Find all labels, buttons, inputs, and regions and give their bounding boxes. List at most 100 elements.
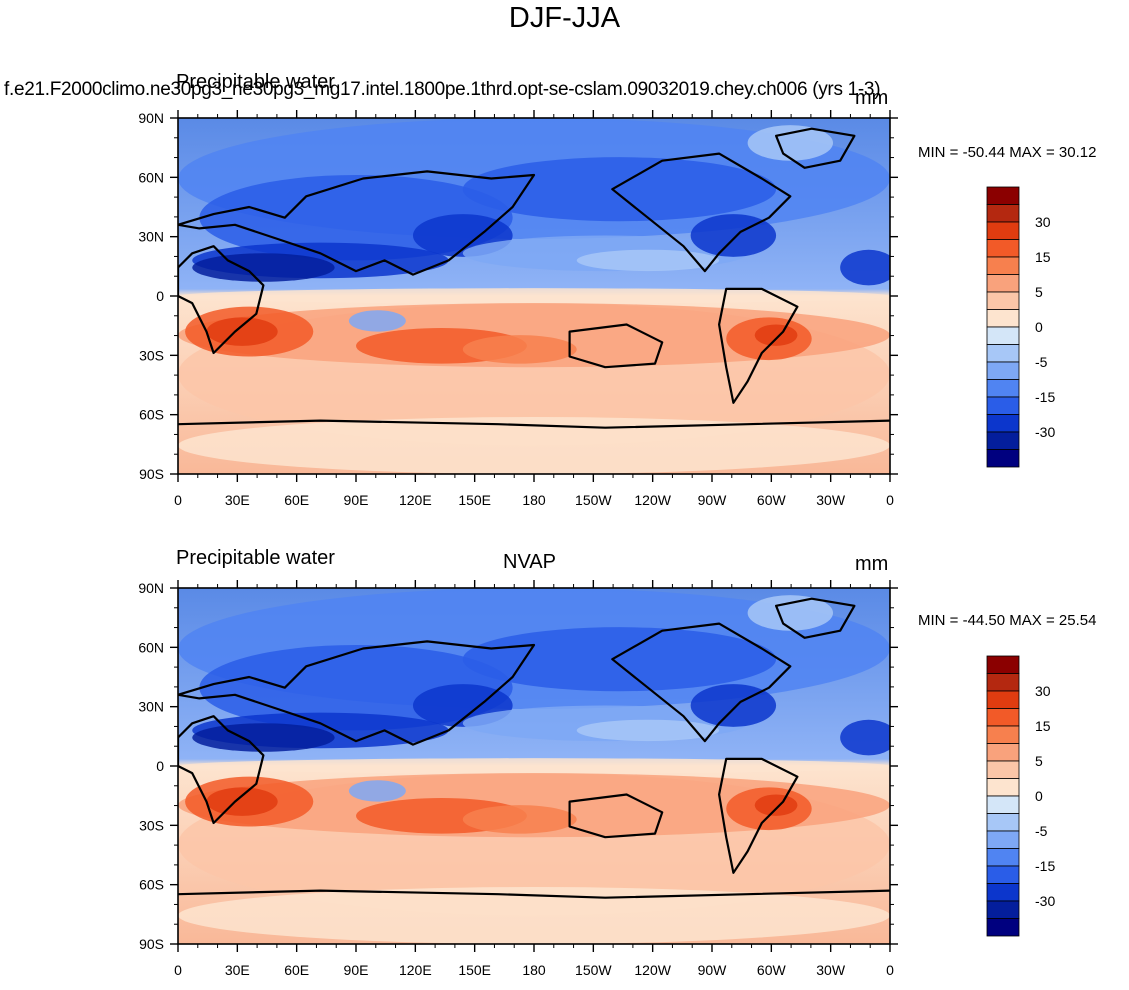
colorbar-label: 30 [1035, 214, 1051, 230]
colorbar-box [986, 690, 1020, 709]
lon-tick-label: 60E [284, 492, 309, 508]
colorbar-label: -30 [1035, 424, 1055, 440]
lon-tick-label: 30W [816, 492, 846, 508]
colorbar-box [986, 326, 1020, 345]
lon-tick-label: 30W [816, 962, 846, 978]
colorbar-label: 0 [1035, 788, 1043, 804]
map-panel-2: 90N 60N 30N 0 30S 60S 90S 0 30E 60E 90E 120E 150E 180… [138, 580, 1055, 978]
coastline [568, 323, 664, 369]
colorbar-box [986, 725, 1020, 744]
coastline [718, 757, 799, 874]
colorbar-label: -30 [1035, 893, 1055, 909]
panel-1-center-string: f.e21.F2000climo.ne30pg3_ne30pg3_mg17.in… [4, 79, 881, 100]
lon-tick-label: 180 [522, 962, 546, 978]
colorbar-box [986, 239, 1020, 258]
colorbar-box [986, 291, 1020, 310]
colorbar-box [986, 778, 1020, 797]
colorbar-box [986, 431, 1020, 450]
coastline [178, 170, 536, 276]
panel-2-right-string: mm [855, 553, 889, 575]
coastline [178, 640, 536, 746]
colorbar-label: -5 [1035, 823, 1048, 839]
figure-title: DJF-JJA [508, 2, 621, 34]
colorbar-box [986, 204, 1020, 223]
contour-field [178, 588, 890, 944]
lat-tick-label: 0 [156, 288, 164, 304]
colorbar-box [986, 883, 1020, 902]
lon-tick-label: 90E [344, 492, 369, 508]
colorbar-box [986, 795, 1020, 814]
colorbar-1: 30 15 5 0 -5 -15 -30 [986, 186, 1055, 468]
panel-1-right-string: mm [855, 87, 889, 109]
panel-2-center-string: NVAP [503, 551, 556, 573]
lon-tick-label: 60W [757, 962, 787, 978]
lat-tick-label: 30S [139, 347, 164, 363]
contour-field [178, 118, 890, 474]
lon-tick-label: 90W [698, 492, 728, 508]
colorbar-box [986, 900, 1020, 919]
coastline [611, 622, 792, 743]
colorbar-box [986, 274, 1020, 293]
colorbar-box [986, 848, 1020, 867]
colorbar-box [986, 743, 1020, 762]
colorbar-label: 15 [1035, 249, 1051, 265]
lat-tick-label: 30N [138, 699, 164, 715]
lat-tick-label: 30S [139, 817, 164, 833]
colorbar-box [986, 186, 1020, 205]
coastline [178, 715, 265, 825]
lat-tick-label: 90N [138, 580, 164, 596]
lon-tick-label: 150E [458, 492, 491, 508]
lon-tick-label: 120E [399, 492, 432, 508]
panel-1-minmax-label: MIN = -50.44 MAX = 30.12 [918, 144, 1097, 161]
lon-tick-label: 30E [225, 492, 250, 508]
colorbar-box [986, 449, 1020, 468]
map-panel-1: 90N 60N 30N 0 30S 60S 90S 0 30E 60E 90E 120E 150E 180… [138, 110, 1055, 508]
lat-tick-label: 0 [156, 758, 164, 774]
colorbar-box [986, 708, 1020, 727]
coastline [178, 419, 890, 429]
lon-tick-label: 120E [399, 962, 432, 978]
coastline [178, 245, 265, 355]
lat-tick-label: 90S [139, 936, 164, 952]
colorbar-label: 0 [1035, 319, 1043, 335]
panel-2-minmax-label: MIN = -44.50 MAX = 25.54 [918, 612, 1097, 629]
colorbar-box [986, 673, 1020, 692]
colorbar-box [986, 221, 1020, 240]
coastline [568, 793, 664, 839]
colorbar-box [986, 655, 1020, 674]
colorbar-label: -5 [1035, 354, 1048, 370]
colorbar-label: 5 [1035, 284, 1043, 300]
coastline [718, 287, 799, 404]
lon-tick-label: 30E [225, 962, 250, 978]
colorbar-box [986, 309, 1020, 328]
lon-tick-label: 0 [174, 962, 182, 978]
lon-tick-label: 180 [522, 492, 546, 508]
colorbar-label: 15 [1035, 718, 1051, 734]
colorbar-label: 30 [1035, 683, 1051, 699]
lon-tick-label: 90W [698, 962, 728, 978]
colorbar-box [986, 918, 1020, 937]
colorbar-box [986, 813, 1020, 832]
lat-tick-label: 60N [138, 169, 164, 185]
colorbar-box [986, 830, 1020, 849]
panel-1-left-string: Precipitable water [176, 71, 335, 93]
lon-tick-label: 0 [886, 962, 894, 978]
colorbar-box [986, 344, 1020, 363]
colorbar-box [986, 256, 1020, 275]
colorbar-2: 30 15 5 0 -5 -15 -30 [986, 655, 1055, 937]
lat-tick-label: 60S [139, 407, 164, 423]
lon-tick-label: 150W [575, 962, 612, 978]
colorbar-box [986, 379, 1020, 398]
lon-tick-label: 60W [757, 492, 787, 508]
lat-tick-label: 60N [138, 639, 164, 655]
lon-tick-label: 0 [886, 492, 894, 508]
coastline [775, 127, 856, 169]
lat-tick-label: 90S [139, 466, 164, 482]
panel-2-left-string: Precipitable water [176, 547, 335, 569]
coastline [611, 152, 792, 273]
lon-tick-label: 150W [575, 492, 612, 508]
colorbar-label: 5 [1035, 753, 1043, 769]
lat-tick-label: 90N [138, 110, 164, 126]
lon-tick-label: 60E [284, 962, 309, 978]
